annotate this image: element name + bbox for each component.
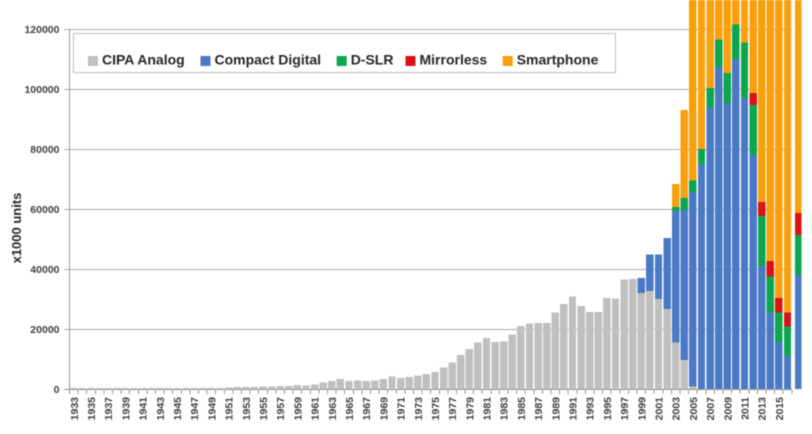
svg-text:1937: 1937	[103, 397, 115, 421]
svg-text:100000: 100000	[24, 84, 59, 96]
svg-text:1961: 1961	[310, 397, 322, 421]
svg-text:1973: 1973	[413, 397, 425, 421]
svg-text:1997: 1997	[619, 397, 631, 421]
svg-text:1967: 1967	[361, 397, 373, 421]
svg-text:1995: 1995	[602, 397, 614, 421]
svg-text:2005: 2005	[688, 397, 700, 421]
svg-text:1957: 1957	[275, 397, 287, 421]
svg-text:60000: 60000	[30, 204, 59, 216]
svg-text:2009: 2009	[722, 397, 734, 421]
svg-text:0: 0	[54, 384, 60, 396]
svg-text:2007: 2007	[705, 397, 717, 421]
svg-text:1965: 1965	[344, 397, 356, 421]
svg-text:1953: 1953	[241, 397, 253, 421]
svg-text:1991: 1991	[568, 397, 580, 421]
svg-text:1975: 1975	[430, 397, 442, 421]
svg-text:1951: 1951	[224, 397, 236, 421]
svg-text:1979: 1979	[464, 397, 476, 421]
svg-text:1955: 1955	[258, 397, 270, 421]
svg-text:1987: 1987	[533, 397, 545, 421]
svg-text:1945: 1945	[172, 397, 184, 421]
svg-text:1947: 1947	[189, 397, 201, 421]
svg-text:1983: 1983	[499, 397, 511, 421]
svg-text:1999: 1999	[636, 397, 648, 421]
svg-text:80000: 80000	[30, 144, 59, 156]
svg-text:1943: 1943	[155, 397, 167, 421]
svg-text:1949: 1949	[206, 397, 218, 421]
svg-text:1989: 1989	[550, 397, 562, 421]
svg-text:D-SLR: D-SLR	[351, 52, 394, 68]
svg-text:1985: 1985	[516, 397, 528, 421]
svg-text:2003: 2003	[671, 397, 683, 421]
svg-text:1933: 1933	[69, 397, 81, 421]
svg-text:Smartphone: Smartphone	[517, 52, 599, 68]
svg-text:Mirrorless: Mirrorless	[420, 52, 488, 68]
svg-text:1941: 1941	[138, 397, 150, 421]
svg-text:1963: 1963	[327, 397, 339, 421]
svg-text:CIPA Analog: CIPA Analog	[102, 52, 185, 68]
svg-text:2011: 2011	[740, 397, 752, 420]
svg-text:2013: 2013	[757, 397, 769, 421]
svg-text:1981: 1981	[482, 397, 494, 421]
svg-text:1993: 1993	[585, 397, 597, 421]
svg-text:120000: 120000	[24, 24, 59, 36]
svg-text:2015: 2015	[774, 397, 786, 421]
svg-text:1935: 1935	[86, 397, 98, 421]
svg-text:1969: 1969	[378, 397, 390, 421]
svg-text:40000: 40000	[30, 264, 59, 276]
svg-text:1971: 1971	[396, 397, 408, 421]
svg-text:x1000 units: x1000 units	[9, 193, 24, 264]
svg-text:2001: 2001	[654, 397, 666, 421]
svg-text:1977: 1977	[447, 397, 459, 421]
svg-text:Compact Digital: Compact Digital	[215, 52, 322, 68]
svg-text:20000: 20000	[30, 324, 59, 336]
svg-text:1959: 1959	[292, 397, 304, 421]
svg-text:1939: 1939	[120, 397, 132, 421]
